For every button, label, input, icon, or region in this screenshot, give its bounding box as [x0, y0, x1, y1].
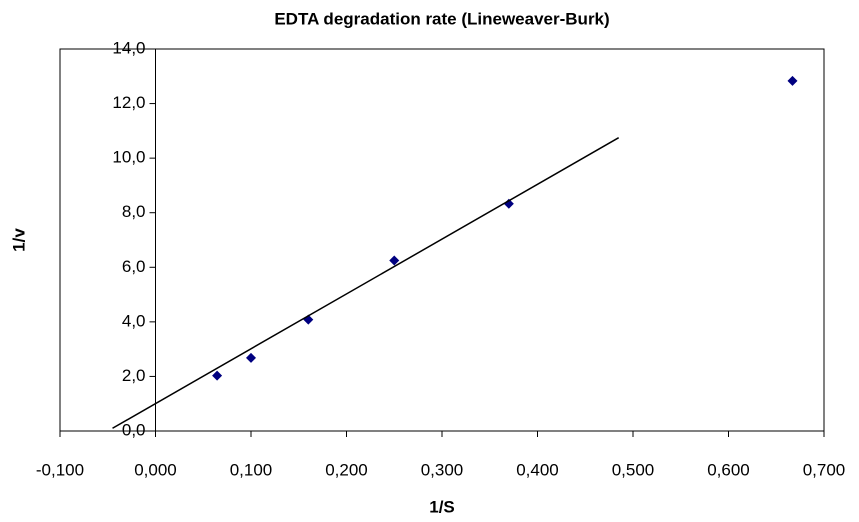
x-tick-label: 0,500 [612, 460, 655, 479]
y-tick-label: 4,0 [122, 311, 146, 330]
y-tick-label: 2,0 [122, 366, 146, 385]
x-tick-label: 0,700 [803, 460, 846, 479]
x-axis-label: 1/S [429, 497, 455, 516]
data-point [787, 75, 798, 86]
chart-title: EDTA degradation rate (Lineweaver-Burk) [274, 9, 609, 28]
data-point [212, 370, 223, 381]
y-tick-label: 6,0 [122, 257, 146, 276]
x-tick-label: 0,600 [707, 460, 750, 479]
data-point [246, 352, 256, 363]
y-tick-label: 8,0 [122, 202, 146, 221]
x-tick-label: 0,100 [230, 460, 273, 479]
x-tick-label: 0,300 [421, 460, 464, 479]
y-tick-label: 10,0 [112, 148, 145, 167]
x-tick-label: 0,400 [516, 460, 559, 479]
y-tick-label: 12,0 [112, 93, 145, 112]
data-point [503, 198, 514, 209]
data-point [389, 255, 400, 266]
x-tick-label: 0,000 [134, 460, 177, 479]
plot-frame [59, 48, 825, 432]
y-tick-label: 0,0 [122, 420, 146, 439]
x-tick-label: -0,100 [36, 460, 84, 479]
x-tick-label: 0,200 [325, 460, 368, 479]
y-axis-label: 1/v [9, 228, 28, 252]
y-tick-label: 14,0 [112, 38, 145, 57]
trend-line [112, 137, 620, 429]
